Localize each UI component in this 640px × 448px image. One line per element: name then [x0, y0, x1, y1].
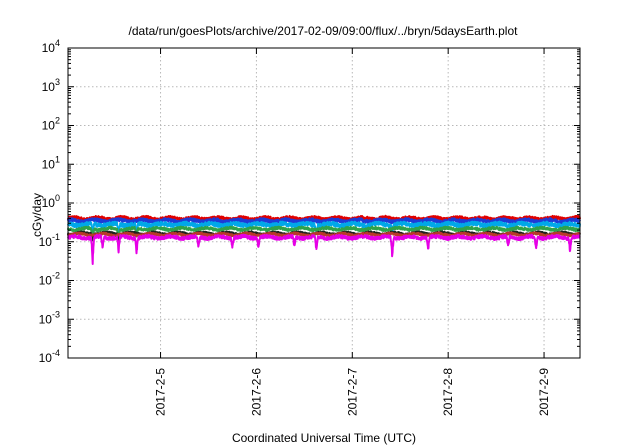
y-tick-label: 102: [42, 116, 60, 133]
y-tick-label: 10-1: [39, 232, 60, 249]
y-tick-label: 10-3: [39, 309, 60, 326]
y-tick-base: 10: [42, 119, 56, 133]
x-tick-label: 2017-2-5: [154, 368, 168, 416]
y-tick-exponent: 4: [55, 38, 60, 48]
y-tick-base: 10: [39, 235, 53, 249]
x-tick-label: 2017-2-8: [441, 368, 455, 416]
y-tick-exponent: 2: [55, 116, 60, 126]
y-tick-label: 10-2: [39, 271, 60, 288]
x-axis-title: Coordinated Universal Time (UTC): [232, 431, 416, 445]
y-tick-base: 10: [42, 41, 56, 55]
y-tick-label: 104: [42, 38, 60, 55]
series-line-5: [67, 231, 581, 238]
y-tick-label: 101: [42, 154, 60, 171]
y-tick-exponent: 0: [55, 193, 60, 203]
y-tick-label: 103: [42, 77, 60, 94]
x-tick-label: 2017-2-7: [345, 368, 359, 416]
x-tick-label: 2017-2-9: [537, 368, 551, 416]
y-axis-title: cGy/day: [30, 193, 44, 237]
grid: [68, 48, 580, 358]
series-line-6: [67, 233, 581, 265]
series-lines: [67, 214, 581, 265]
y-tick-base: 10: [39, 351, 53, 365]
y-tick-exponent: 1: [55, 154, 60, 164]
ticks: [68, 47, 580, 359]
y-tick-exponent: -1: [52, 232, 60, 242]
y-tick-label: 10-4: [39, 348, 60, 365]
y-tick-exponent: -3: [52, 309, 60, 319]
chart-title: /data/run/goesPlots/archive/2017-02-09/0…: [129, 24, 519, 38]
y-tick-exponent: -4: [52, 348, 60, 358]
y-tick-base: 10: [39, 274, 53, 288]
y-tick-exponent: -2: [52, 271, 60, 281]
x-tick-label: 2017-2-6: [249, 368, 263, 416]
series-line-2: [67, 220, 581, 235]
x-tick-labels: 2017-2-5 2017-2-6 2017-2-7 2017-2-8 2017-2-9: [154, 368, 552, 416]
y-tick-exponent: 3: [55, 77, 60, 87]
y-tick-base: 10: [42, 80, 56, 94]
y-tick-base: 10: [39, 312, 53, 326]
y-tick-base: 10: [42, 157, 56, 171]
series-line-3: [67, 225, 581, 240]
y-tick-label: 100: [42, 193, 60, 210]
y-tick-base: 10: [42, 196, 56, 210]
